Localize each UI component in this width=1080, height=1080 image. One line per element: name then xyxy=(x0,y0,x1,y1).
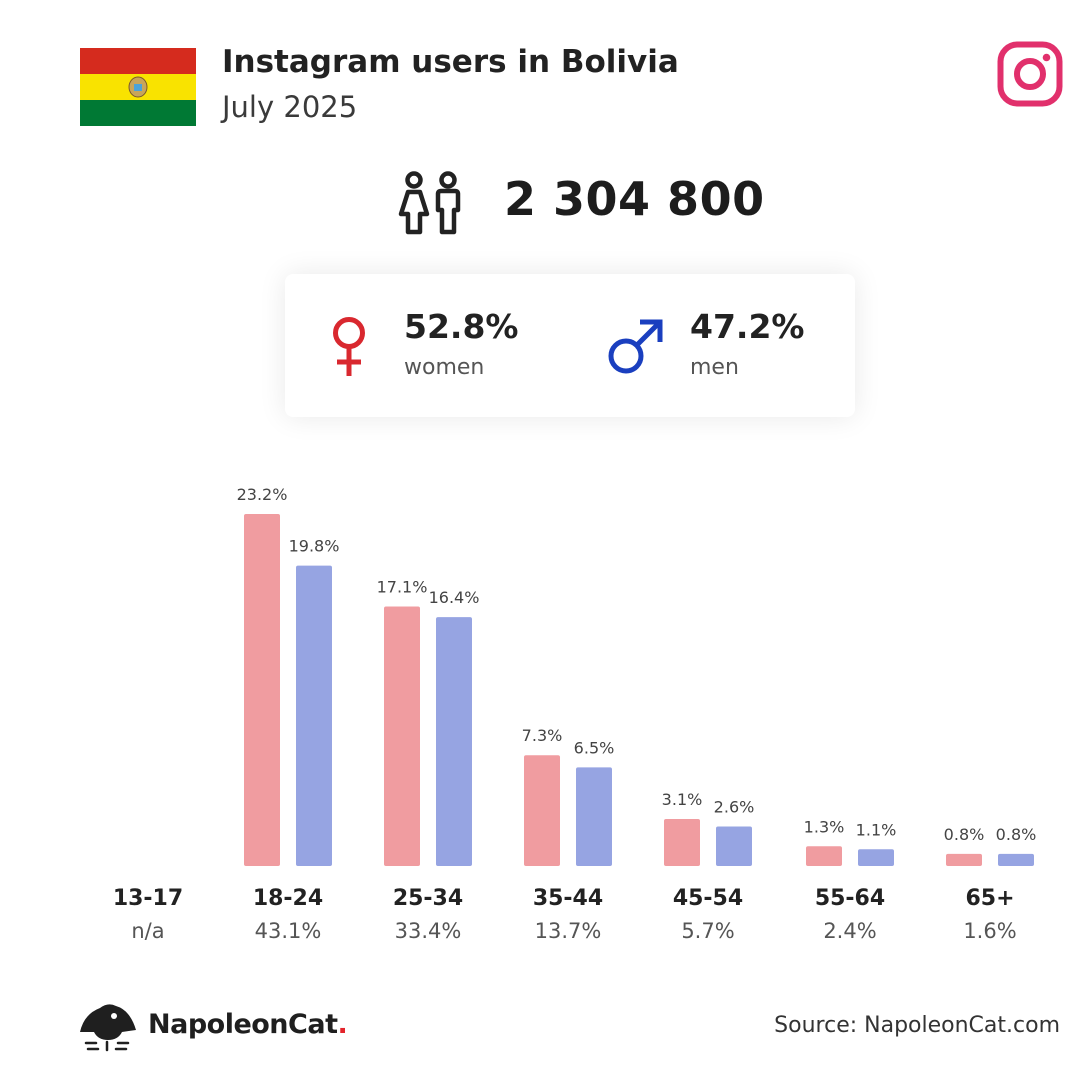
bar-value-label: 1.3% xyxy=(804,817,845,836)
total-users: 2 304 800 xyxy=(504,172,765,226)
napoleoncat-logo xyxy=(80,1004,136,1052)
group-total-label: 5.7% xyxy=(681,919,734,943)
group-total-label: 13.7% xyxy=(535,919,602,943)
bar-value-label: 2.6% xyxy=(714,798,755,817)
bar-value-label: 3.1% xyxy=(662,790,703,809)
category-label: 13-17 xyxy=(113,886,183,911)
bar-18-24-series-0 xyxy=(244,514,280,866)
bar-35-44-series-0 xyxy=(524,755,560,866)
bar-65+-series-0 xyxy=(946,853,982,866)
category-label: 65+ xyxy=(965,886,1014,911)
bar-25-34-series-1 xyxy=(436,617,472,866)
users-icon xyxy=(398,171,461,235)
bar-18-24-series-1 xyxy=(296,565,332,866)
age-gender-bar-chart: 13-17 n/a 23.2% 19.8% 18-24 43.1% 17.1%16.4% 25… xyxy=(113,485,1037,943)
group-total-label: n/a xyxy=(131,919,164,943)
bar-25-34-series-0 xyxy=(384,606,420,866)
category-label: 45-54 xyxy=(673,886,743,911)
page-title: Instagram users in Bolivia xyxy=(222,44,679,80)
bar-value-label: 0.8% xyxy=(944,825,985,844)
bar-55-64-series-1 xyxy=(858,849,894,866)
bar-45-54-series-1 xyxy=(716,826,752,866)
bar-value-label: 7.3% xyxy=(522,726,563,745)
bar-value-label: 23.2% xyxy=(237,485,288,504)
category-label: 18-24 xyxy=(253,886,323,911)
women-percent: 52.8% xyxy=(404,307,519,346)
group-total-label: 33.4% xyxy=(395,919,462,943)
category-label: 55-64 xyxy=(815,886,885,911)
bar-35-44-series-1 xyxy=(576,767,612,866)
page-subtitle: July 2025 xyxy=(222,90,358,124)
bar-value-label: 1.1% xyxy=(856,820,897,839)
bar-55-64-series-0 xyxy=(806,846,842,866)
instagram-icon xyxy=(997,41,1063,107)
group-total-label: 1.6% xyxy=(963,919,1016,943)
category-label: 35-44 xyxy=(533,886,603,911)
category-label: 25-34 xyxy=(393,886,463,911)
gender-card: 52.8% women 47.2% men xyxy=(285,274,855,417)
men-percent: 47.2% xyxy=(690,307,805,346)
bolivia-flag-icon xyxy=(80,48,196,126)
group-total-label: 2.4% xyxy=(823,919,876,943)
women-label: women xyxy=(404,355,485,380)
male-symbol-icon xyxy=(608,319,663,374)
bar-65+-series-1 xyxy=(998,853,1034,866)
female-symbol-icon xyxy=(333,317,365,376)
brand-name: NapoleonCat. xyxy=(148,1009,348,1040)
source-text: Source: NapoleonCat.com xyxy=(774,1013,1060,1038)
bar-value-label: 19.8% xyxy=(289,537,340,556)
bar-value-label: 17.1% xyxy=(377,578,428,597)
bar-45-54-series-0 xyxy=(664,818,700,866)
men-label: men xyxy=(690,355,739,380)
group-total-label: 43.1% xyxy=(255,919,322,943)
bar-value-label: 0.8% xyxy=(996,825,1037,844)
bar-value-label: 6.5% xyxy=(574,738,615,757)
bar-value-label: 16.4% xyxy=(429,588,480,607)
